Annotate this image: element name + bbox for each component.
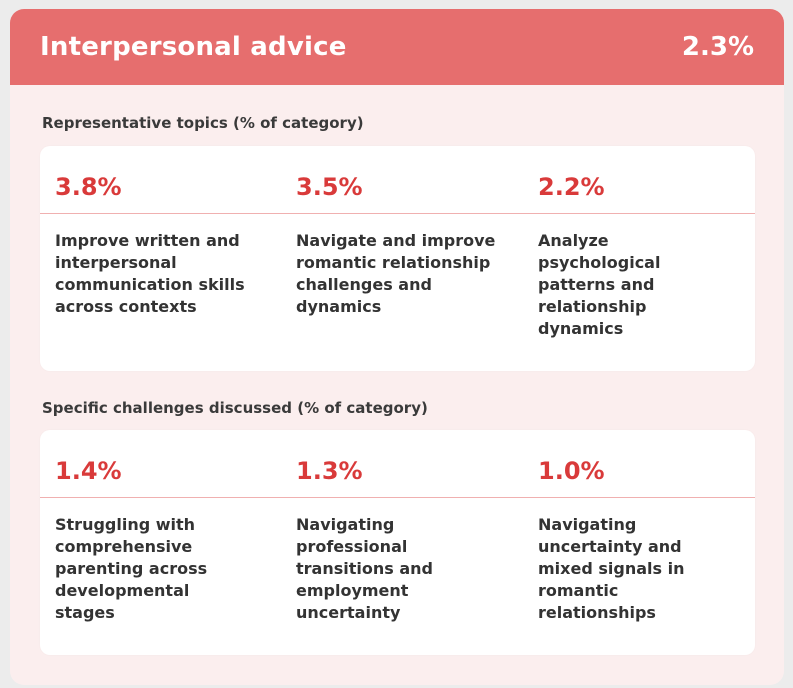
challenge-description: Navigating professional transitions and … (296, 515, 433, 622)
topic-percentage: 3.5% (296, 173, 363, 201)
topics-divider (40, 213, 755, 214)
challenges-panel: 1.4% Struggling with comprehensive paren… (40, 430, 755, 655)
topics-section-label: Representative topics (% of category) (42, 114, 364, 132)
interpersonal-advice-card: Interpersonal advice 2.3% Representative… (10, 9, 784, 685)
challenge-description: Struggling with comprehensive parenting … (55, 515, 208, 622)
category-percentage: 2.3% (681, 32, 754, 62)
challenge-percentage: 1.4% (55, 457, 122, 485)
category-title: Interpersonal advice (40, 32, 347, 62)
topics-panel: 3.8% Improve written and interpersonal c… (40, 146, 755, 371)
challenge-description: Navigating uncertainty and mixed signals… (538, 515, 685, 622)
card-header: Interpersonal advice 2.3% (10, 9, 784, 85)
topic-description: Improve written and interpersonal commun… (55, 231, 245, 316)
topic-percentage: 2.2% (538, 173, 605, 201)
challenge-percentage: 1.3% (296, 457, 363, 485)
challenges-section-label: Specific challenges discussed (% of cate… (42, 399, 428, 417)
topic-percentage: 3.8% (55, 173, 122, 201)
challenges-divider (40, 497, 755, 498)
topic-description: Analyze psychological patterns and relat… (538, 231, 661, 338)
challenge-percentage: 1.0% (538, 457, 605, 485)
topic-description: Navigate and improve romantic relationsh… (296, 231, 496, 316)
